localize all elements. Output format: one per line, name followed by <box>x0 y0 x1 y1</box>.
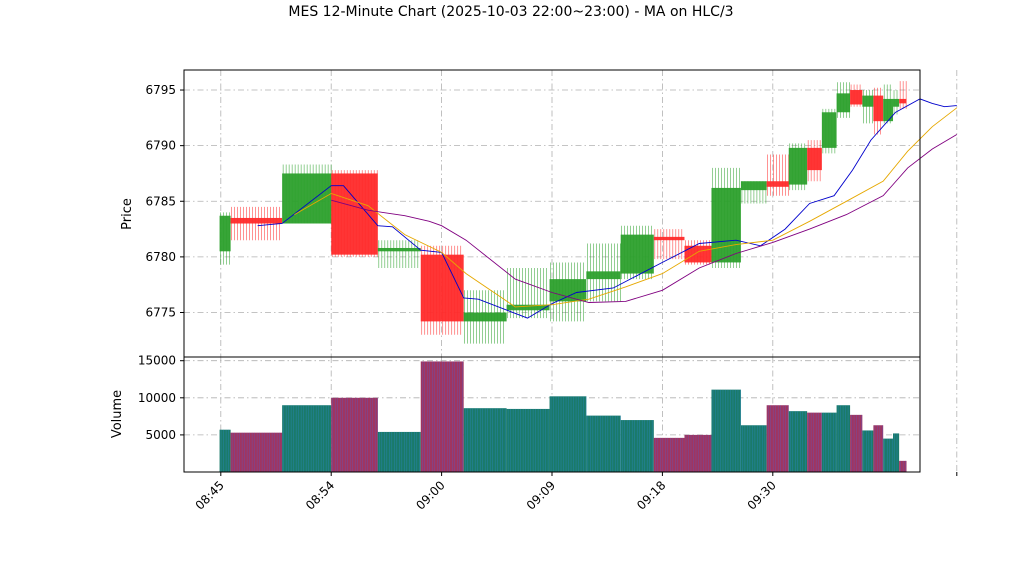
x-tick-label: 09:18 <box>634 478 668 512</box>
candle-body <box>711 187 741 263</box>
moving-average-lines <box>257 98 958 319</box>
volume-tick-label: 10000 <box>138 391 176 405</box>
price-tick-label: 6795 <box>145 83 176 97</box>
candle-body <box>883 98 894 122</box>
candles <box>219 81 907 344</box>
volume-bar <box>230 432 283 472</box>
volume-bar <box>899 460 907 472</box>
candle-body <box>549 279 587 302</box>
volume-bars <box>219 361 907 472</box>
volume-bar <box>821 412 837 472</box>
volume-axis-label: Volume <box>110 390 125 438</box>
volume-bar <box>873 425 884 472</box>
candle-body <box>684 245 712 263</box>
x-tick-label: 08:54 <box>303 478 337 512</box>
candle-body <box>788 147 808 185</box>
candle-body <box>766 181 789 187</box>
x-tick-label: 09:30 <box>745 478 779 512</box>
price-panel: 6775 6780 6785 6790 6795 Price <box>120 69 958 358</box>
volume-bar <box>883 438 894 472</box>
volume-bar <box>331 397 378 472</box>
candle-body <box>377 247 421 252</box>
price-tick-label: 6780 <box>145 250 176 264</box>
chart-title: MES 12-Minute Chart (2025-10-03 22:00~23… <box>288 4 733 20</box>
x-tick-label: 08:45 <box>193 478 227 512</box>
candle-body <box>506 304 550 311</box>
volume-bar <box>219 429 231 472</box>
volume-tick-label: 15000 <box>138 354 176 368</box>
candle-body <box>282 173 332 224</box>
ma-line-ma-fast <box>257 98 957 319</box>
price-y-ticks: 6775 6780 6785 6790 6795 <box>145 83 184 320</box>
candle-body <box>653 236 685 241</box>
volume-bar <box>850 414 863 472</box>
candle-body <box>873 95 884 122</box>
volume-bar <box>282 405 332 472</box>
volume-tick-label: 5000 <box>145 428 176 442</box>
volume-bar <box>807 412 822 472</box>
candle-body <box>807 147 822 171</box>
candle-body <box>219 215 231 252</box>
price-tick-label: 6775 <box>145 306 176 320</box>
price-axis-label: Price <box>120 198 135 230</box>
price-tick-label: 6785 <box>145 194 176 208</box>
volume-bar <box>862 430 874 472</box>
candle-body <box>420 254 464 322</box>
candle-body <box>821 112 837 148</box>
candle-body <box>862 95 874 107</box>
ma-line-ma-slow <box>331 134 958 303</box>
x-tick-label: 09:09 <box>524 478 558 512</box>
volume-bar <box>684 434 712 472</box>
ma-line-ma-mid <box>294 107 958 308</box>
candle-body <box>620 234 654 274</box>
volume-y-ticks: 5000 10000 15000 <box>138 354 184 442</box>
candle-body <box>586 271 621 280</box>
candle-body <box>740 181 767 191</box>
x-tick-label: 09:00 <box>413 478 447 512</box>
candle-body <box>836 93 851 113</box>
volume-bar <box>893 433 900 472</box>
candle-body <box>463 312 507 322</box>
candle-body <box>899 98 907 104</box>
candle-body <box>230 217 283 224</box>
volume-bar <box>549 396 587 472</box>
time-x-ticks: 08:45 08:54 09:00 09:09 09:18 09:30 <box>193 472 958 513</box>
candle-body <box>331 173 378 255</box>
candle-body <box>850 90 863 105</box>
candle-body <box>893 98 900 107</box>
volume-bar <box>586 415 621 472</box>
volume-panel: 5000 10000 15000 Volume <box>110 354 958 473</box>
volume-bar <box>653 437 685 472</box>
price-tick-label: 6790 <box>145 139 176 153</box>
volume-bar <box>711 389 741 472</box>
